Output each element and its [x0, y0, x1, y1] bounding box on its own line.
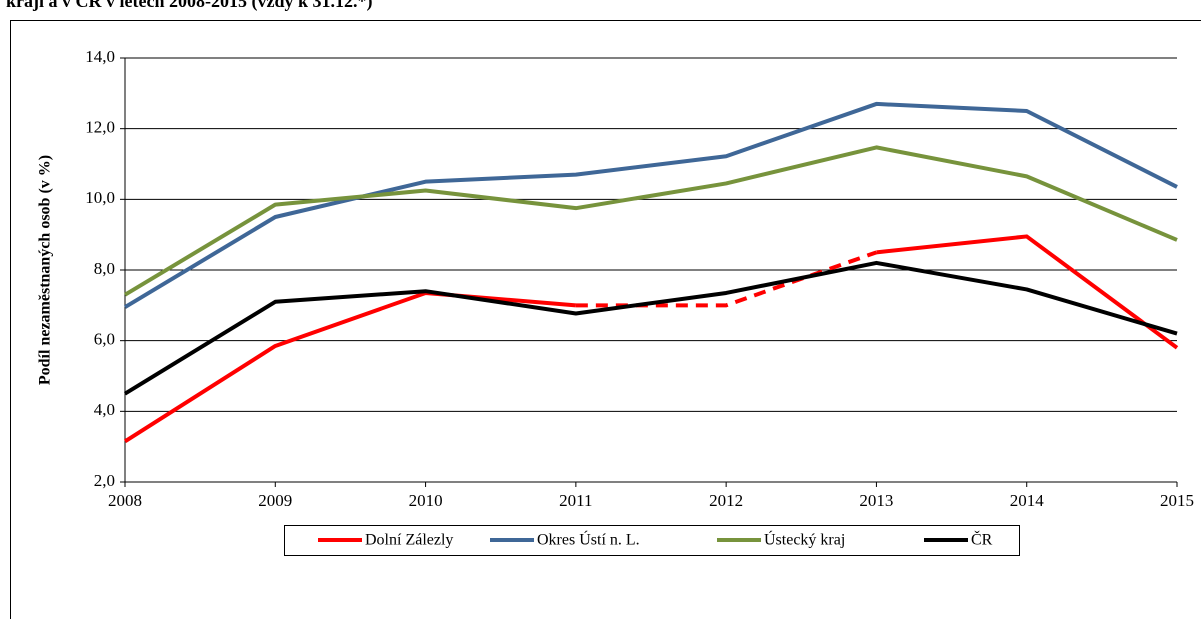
series-line	[123, 260, 1178, 396]
x-tick-label: 2013	[859, 491, 893, 510]
y-axis-label: Podíl nezaměstnaných osob (v %)	[37, 155, 54, 385]
y-tick-label: 6,0	[94, 330, 115, 349]
y-tick-label: 4,0	[94, 400, 115, 419]
legend-label: Ústecký kraj	[764, 530, 845, 549]
series-line	[123, 290, 577, 444]
x-tick-label: 2010	[409, 491, 443, 510]
legend-label: Dolní Zálezly	[365, 532, 453, 549]
x-tick-label: 2012	[709, 491, 743, 510]
y-tick-label: 2,0	[94, 471, 115, 490]
series-line	[123, 145, 1178, 297]
x-tick-label: 2011	[559, 491, 592, 510]
x-tick-label: 2009	[258, 491, 292, 510]
y-tick-label: 10,0	[85, 188, 115, 207]
series-line	[876, 234, 1179, 350]
legend-label: ČR	[971, 530, 993, 549]
legend	[284, 525, 1020, 556]
x-tick-label: 2008	[108, 491, 142, 510]
series-line	[575, 250, 878, 308]
chart-title: kraji a v ČR v letech 2008-2015 (vždy k …	[6, 0, 372, 12]
x-tick-label: 2014	[1010, 491, 1045, 510]
chart-frame	[10, 20, 1201, 619]
y-tick-label: 14,0	[85, 47, 115, 66]
y-tick-label: 12,0	[85, 118, 115, 137]
y-tick-label: 8,0	[94, 259, 115, 278]
series-line	[123, 101, 1178, 309]
x-tick-label: 2015	[1160, 491, 1194, 510]
legend-label: Okres Ústí n. L.	[537, 530, 640, 549]
